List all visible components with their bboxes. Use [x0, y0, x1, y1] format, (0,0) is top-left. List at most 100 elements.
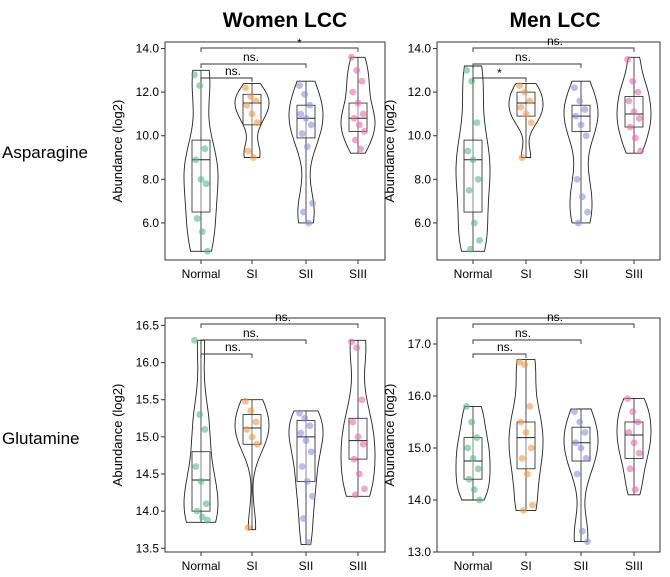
x-tick-label: SIII — [625, 267, 643, 281]
violin-SI — [508, 359, 544, 511]
data-point-SIII — [350, 114, 358, 122]
data-point-SI — [518, 455, 526, 462]
plot-frame — [436, 41, 661, 261]
data-point-SII — [305, 538, 312, 546]
data-point-SIII — [353, 66, 361, 74]
data-point-SI — [244, 147, 252, 155]
x-tick-label: SIII — [625, 559, 643, 573]
y-tick-label: 6.0 — [142, 216, 159, 230]
data-point-SIII — [630, 439, 638, 447]
plot-frame — [436, 317, 661, 553]
data-point-SI — [522, 110, 530, 118]
significance-label: ns. — [243, 50, 259, 64]
significance-bracket — [472, 353, 527, 358]
data-point-SIII — [629, 77, 637, 85]
data-point-Normal — [197, 478, 205, 485]
x-tick-label: SI — [520, 267, 531, 281]
data-point-SIII — [349, 88, 357, 96]
chart-panel-glutamine-women: Abundance (log2) 13.5 14.0 14.5 15.0 15.5 16.0… — [110, 310, 386, 573]
data-point-SI — [522, 429, 530, 436]
significance-bracket — [200, 63, 307, 68]
significance-label: ns. — [547, 310, 563, 324]
data-point-Normal — [465, 186, 473, 194]
y-tick-label: 14.0 — [408, 42, 432, 56]
y-tick-label: 12.0 — [136, 85, 160, 99]
chart-panel-asparagine-men: Abundance (log2) 6.0 8.0 10.0 12.0 14.0 Normal… — [382, 34, 661, 281]
y-tick-label: 16.5 — [136, 318, 160, 332]
data-point-SII — [584, 208, 591, 216]
data-point-SI — [526, 97, 534, 105]
y-axis-label: Abundance (log2) — [110, 384, 125, 487]
data-point-Normal — [196, 411, 204, 418]
data-point-Normal — [202, 180, 210, 188]
data-point-SI — [243, 426, 251, 433]
data-point-SI — [247, 93, 255, 100]
data-point-SII — [577, 444, 585, 452]
data-point-SII — [573, 175, 581, 183]
data-point-SI — [252, 418, 260, 426]
x-tick-label: Normal — [182, 559, 221, 573]
y-tick-label: 12.0 — [408, 85, 432, 99]
data-point-Normal — [470, 486, 478, 493]
data-point-SIII — [626, 465, 634, 473]
data-point-SII — [303, 478, 311, 485]
data-point-Normal — [201, 145, 209, 153]
data-point-SIII — [631, 134, 639, 142]
violin-SII — [563, 80, 599, 224]
data-point-SIII — [626, 123, 634, 131]
plot-frame — [164, 41, 386, 261]
data-point-SII — [307, 448, 315, 456]
data-point-SII — [302, 114, 310, 122]
significance-label: ns. — [515, 326, 531, 340]
significance-label: * — [497, 66, 502, 80]
y-tick-label: 15.0 — [136, 430, 160, 444]
data-point-SIII — [624, 56, 631, 63]
data-point-Normal — [469, 156, 477, 164]
data-point-SIII — [358, 396, 366, 404]
data-point-SI — [253, 119, 261, 127]
y-tick-label: 14.5 — [136, 467, 160, 481]
data-point-SII — [576, 97, 584, 105]
significance-bracket — [200, 353, 253, 358]
data-point-SIII — [631, 486, 639, 493]
data-point-SI — [243, 101, 251, 109]
data-point-Normal — [476, 496, 483, 504]
column-title-women: Women LCC — [223, 9, 347, 32]
violin-SII — [288, 410, 324, 546]
data-point-SI — [253, 440, 261, 448]
data-point-SIII — [348, 53, 355, 61]
significance-bracket — [472, 47, 635, 52]
significance-label: ns. — [225, 64, 241, 78]
data-point-Normal — [197, 175, 205, 183]
violin-SII — [288, 80, 324, 224]
data-point-SIII — [359, 110, 367, 118]
data-point-SI — [518, 154, 526, 161]
significance-label: ns. — [225, 340, 241, 354]
plot-frame — [164, 317, 386, 553]
significance-bracket — [472, 77, 527, 82]
data-point-Normal — [204, 247, 211, 255]
data-point-SIII — [634, 418, 642, 426]
data-point-SI — [244, 524, 252, 531]
data-point-Normal — [468, 77, 476, 85]
data-point-SII — [572, 112, 580, 120]
data-point-SI — [248, 433, 256, 441]
data-point-SIII — [349, 418, 357, 426]
significance-label: ns. — [497, 340, 513, 354]
significance-bracket — [200, 339, 307, 344]
data-point-SIII — [637, 147, 644, 155]
significance-bracket — [472, 339, 582, 344]
data-point-SI — [516, 358, 523, 366]
data-point-SII — [582, 455, 590, 462]
data-point-Normal — [464, 147, 472, 155]
data-point-SI — [242, 397, 249, 405]
violin-Normal — [183, 69, 219, 252]
data-point-Normal — [204, 516, 211, 524]
y-tick-label: 8.0 — [414, 172, 431, 186]
data-point-SIII — [355, 121, 363, 129]
chart-panel-glutamine-men: Abundance (log2) 13.0 14.0 15.0 16.0 17.0 Norm… — [382, 310, 661, 573]
data-point-SI — [521, 88, 529, 96]
data-point-Normal — [463, 66, 470, 74]
data-point-SII — [298, 463, 306, 470]
data-point-Normal — [465, 475, 473, 483]
